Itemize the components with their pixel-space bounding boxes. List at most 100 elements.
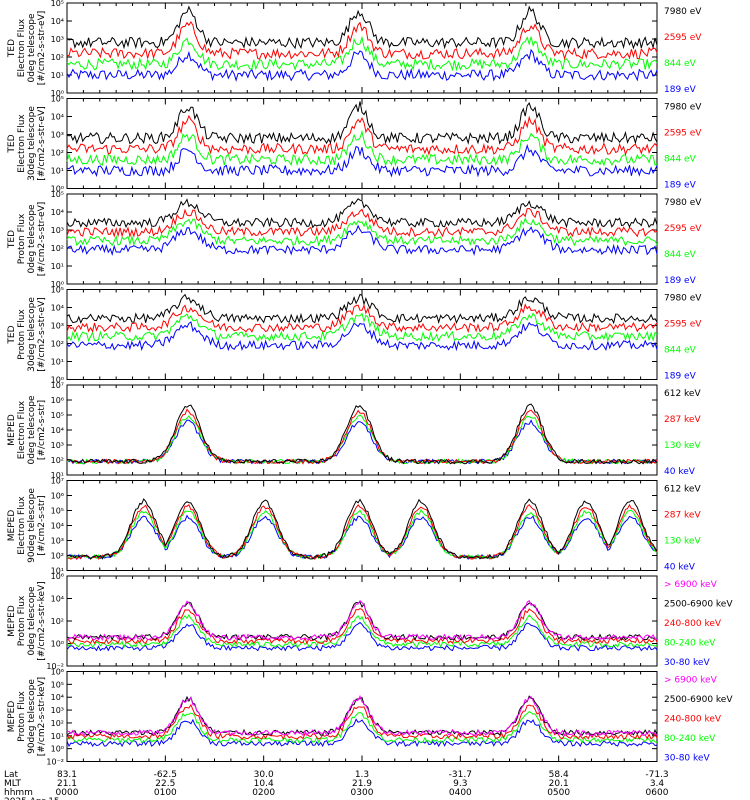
y-tick-label: 10⁴ (51, 522, 64, 531)
series-line-5 (66, 621, 658, 652)
x-tick-label: 10.4 (254, 779, 274, 789)
y-tick-label: 10¹ (51, 262, 64, 271)
y-tick-label: 10⁰ (51, 376, 64, 385)
y-tick-label: 10⁴ (51, 208, 64, 217)
y-axis-label: TEDElectron Flux0deg telescope[#/cm2-s-s… (7, 11, 47, 86)
y-tick-label: 10⁰ (51, 640, 64, 649)
y-tick-label: 10⁴ (51, 595, 64, 604)
panel-1: 10⁰ 10¹ 10² 10³ 10⁴ 10⁵ TEDElectron Flux0deg t… (7, 0, 702, 98)
series-line-1 (66, 101, 658, 145)
x-row-label: MLT (4, 779, 22, 789)
y-tick-label: 10⁶ (51, 572, 64, 581)
legend-entry: 2500-6900 keV (664, 600, 733, 610)
y-tick-label: 10⁴ (51, 693, 64, 702)
legend-entry: 80-240 keV (664, 734, 716, 744)
y-tick-label: 10⁶ (51, 396, 64, 405)
series-line-2 (66, 503, 658, 560)
y-tick-label: 10⁵ (51, 190, 64, 199)
legend-entry: 240-800 keV (664, 715, 722, 725)
series-line-4 (66, 710, 658, 744)
legend-entry: > 6900 keV (664, 580, 718, 590)
y-tick-label: 10¹ (51, 71, 64, 80)
x-tick-label: 0300 (351, 788, 374, 798)
y-tick-label: 10⁰ (51, 89, 64, 98)
panel-6: 10¹ 10² 10³ 10⁴ 10⁵ 10⁶ 10⁷ MEPEDElectron Flux9… (7, 477, 701, 576)
y-tick-label: 10⁴ (51, 426, 64, 435)
series-line-3 (66, 35, 658, 72)
series-line-1 (66, 498, 658, 560)
x-tick-label: 0000 (56, 788, 79, 798)
x-tick-label: 0600 (646, 788, 669, 798)
y-tick-label: 10³ (51, 35, 64, 44)
y-tick-label: 10² (51, 244, 64, 253)
series-line-1 (66, 5, 658, 50)
series-line-4 (66, 143, 658, 178)
x-tick-label: 3.4 (650, 779, 665, 789)
legend-entry: 2595 eV (664, 33, 702, 43)
y-axis-label: TEDProton Flux0deg telescope[#/cm2-s-str… (7, 202, 47, 277)
x-tick-label: -31.7 (449, 770, 472, 780)
y-tick-label: 10⁵ (51, 680, 64, 689)
x-row-label: hhmm (4, 788, 33, 798)
legend-entry: 7980 eV (664, 103, 702, 113)
x-tick-label: 0500 (547, 788, 570, 798)
legend-entry: 287 keV (664, 415, 701, 425)
legend-entry: 189 eV (664, 372, 697, 382)
panels: 10⁰ 10¹ 10² 10³ 10⁴ 10⁵ TEDElectron Flux0deg t… (7, 0, 733, 767)
legend-entry: 40 keV (664, 467, 696, 477)
y-tick-label: 10⁰ (51, 185, 64, 194)
y-tick-label: 10⁰ (51, 745, 64, 754)
legend-entry: 7980 eV (664, 294, 702, 304)
series-line-4 (66, 613, 658, 649)
panel-2: 10⁰ 10¹ 10² 10³ 10⁴ 10⁵ TEDElectron Flux30deg … (7, 95, 702, 194)
legend-entry: 2500-6900 keV (664, 695, 733, 705)
legend-entry: 7980 eV (664, 198, 702, 208)
y-tick-label: 10¹ (51, 732, 64, 741)
legend-entry: 80-240 keV (664, 639, 716, 649)
y-tick-label: 10² (51, 53, 64, 62)
series-line-2 (66, 20, 658, 61)
y-tick-label: 10⁻² (46, 662, 64, 671)
y-tick-label: 10³ (51, 322, 64, 331)
legend-entry: 189 eV (664, 85, 697, 95)
y-tick-label: 10⁷ (51, 381, 64, 390)
y-tick-label: 10¹ (51, 567, 64, 576)
y-tick-label: 10⁷ (51, 477, 64, 486)
y-tick-label: 10⁵ (51, 411, 64, 420)
x-tick-label: 58.4 (549, 770, 569, 780)
x-tick-label: 0100 (154, 788, 177, 798)
x-tick-label: 22.5 (155, 779, 175, 789)
legend-entry: 130 keV (664, 441, 701, 451)
y-tick-label: 10¹ (51, 358, 64, 367)
legend-entry: 30-80 keV (664, 754, 710, 764)
legend-entry: 2595 eV (664, 224, 702, 234)
x-tick-label: -71.3 (645, 770, 668, 780)
y-tick-label: 10⁵ (51, 507, 64, 516)
y-tick-label: 10⁴ (51, 17, 64, 26)
legend-entry: 7980 eV (664, 7, 702, 17)
panel-frame (66, 671, 658, 762)
legend-entry: 240-800 keV (664, 619, 722, 629)
y-axis-label: MEPEDProton Flux90deg telescope[#/cm2-s-… (7, 677, 47, 756)
panel-frame (66, 575, 658, 667)
y-tick-label: 10² (51, 617, 64, 626)
legend-entry: > 6900 keV (664, 676, 718, 686)
legend-entry: 844 eV (664, 155, 697, 165)
y-axis-label: TEDProton Flux30deg telescope[#/cm2-s-st… (7, 297, 47, 372)
series-line-1 (66, 198, 658, 229)
y-tick-label: 10⁰ (51, 280, 64, 289)
y-tick-label: 10² (51, 149, 64, 158)
panel-3: 10⁰ 10¹ 10² 10³ 10⁴ 10⁵ TEDProton Flux0deg tel… (7, 190, 702, 289)
series-line-4 (66, 321, 658, 352)
y-tick-label: 10⁴ (51, 304, 64, 313)
y-axis-label: TEDElectron Flux30deg telescope[#/cm2-s-… (7, 106, 47, 181)
series-line-1 (66, 599, 658, 642)
series-line-3 (66, 129, 658, 167)
y-tick-label: 10⁵ (51, 95, 64, 104)
series-line-1 (66, 403, 658, 465)
x-tick-label: 9.3 (453, 779, 467, 789)
y-axis-label: MEPEDElectron Flux0deg telescope[#/cm2-s… (7, 395, 47, 465)
y-tick-label: 10¹ (51, 167, 64, 176)
series-line-3 (66, 312, 658, 343)
